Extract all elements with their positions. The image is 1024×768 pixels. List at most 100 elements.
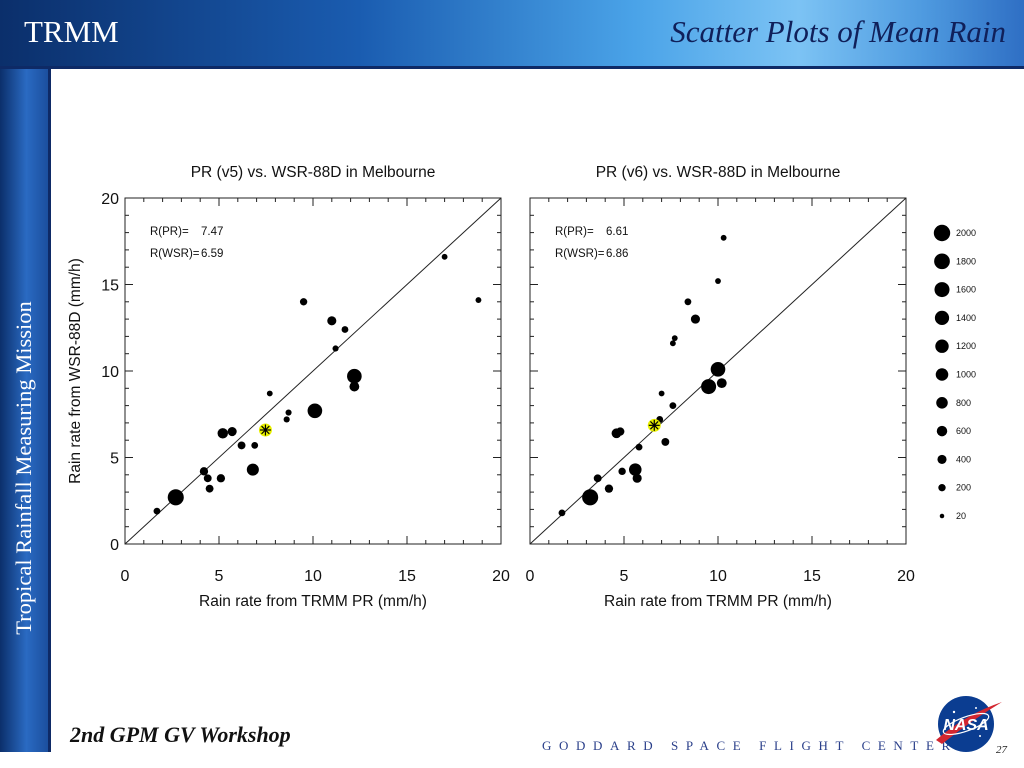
legend-marker: [936, 425, 948, 437]
mean-marker-stroke: [261, 425, 270, 435]
x-tick-label: 5: [215, 568, 224, 585]
legend-marker: [934, 282, 950, 298]
data-point: [716, 378, 727, 389]
data-point: [671, 335, 678, 342]
data-point: [558, 509, 566, 517]
data-point: [216, 474, 226, 483]
brand-label: TRMM: [24, 14, 119, 49]
data-point: [593, 474, 602, 483]
slide-header: [0, 0, 1024, 66]
legend-label: 1200: [956, 341, 976, 351]
legend-label: 800: [956, 398, 971, 408]
data-point: [307, 403, 323, 419]
data-point: [153, 507, 161, 515]
y-axis-label: Rain rate from WSR-88D (mm/h): [67, 258, 84, 484]
data-point: [266, 390, 273, 397]
legend-label: 1800: [956, 256, 976, 266]
one-to-one-line: [124, 197, 502, 545]
chart-title: PR (v5) vs. WSR-88D in Melbourne: [191, 164, 436, 181]
x-tick-label: 0: [526, 568, 535, 585]
gsfc-label: GODDARD SPACE FLIGHT CENTER: [542, 738, 958, 753]
data-point: [246, 463, 259, 476]
sidebar-band: Tropical Rainfall Measuring Mission: [0, 69, 51, 752]
slide-title: Scatter Plots of Mean Rain: [670, 14, 1006, 49]
data-point: [669, 402, 677, 410]
data-point: [618, 467, 626, 476]
x-axis-label: Rain rate from TRMM PR (mm/h): [604, 593, 832, 610]
data-point: [341, 326, 349, 333]
x-tick-label: 20: [897, 568, 915, 585]
legend-label: 2000: [956, 228, 976, 238]
legend-label: 200: [956, 483, 971, 493]
workshop-label: 2nd GPM GV Workshop: [70, 722, 291, 747]
legend-marker: [939, 513, 945, 519]
legend-marker: [934, 310, 950, 326]
data-point: [684, 298, 692, 306]
x-axis-label: Rain rate from TRMM PR (mm/h): [199, 593, 427, 610]
data-point: [283, 416, 290, 423]
data-point: [616, 427, 625, 436]
data-point: [347, 368, 362, 384]
data-point: [441, 253, 448, 260]
annotation-label: R(PR)=: [555, 226, 594, 238]
data-point: [167, 489, 184, 506]
y-tick-label: 0: [110, 537, 119, 554]
scatter-plot-2: 0 5 10 15 20 PR (v6) vs. WSR-88D in Melbourne…: [526, 164, 915, 610]
y-tick-label: 20: [101, 191, 119, 208]
nasa-logo-icon: NASA: [936, 696, 1002, 752]
legend-marker: [934, 253, 950, 270]
annotation-value: 6.59: [201, 248, 223, 260]
legend-marker: [936, 397, 948, 409]
y-tick-label: 10: [101, 364, 119, 381]
legend-marker: [937, 454, 947, 464]
y-tick-label: 5: [110, 451, 119, 468]
data-point: [475, 297, 482, 303]
data-point: [251, 441, 259, 449]
data-point: [669, 340, 676, 347]
x-tick-label: 10: [709, 568, 727, 585]
annotation-value: 6.61: [606, 226, 628, 238]
data-point: [205, 484, 214, 493]
legend-label: 20: [956, 511, 966, 521]
data-point: [237, 441, 246, 450]
data-point: [203, 474, 212, 483]
mean-marker-stroke: [649, 421, 659, 430]
legend-marker: [938, 484, 946, 492]
mean-marker: [258, 423, 272, 437]
x-tick-label: 5: [620, 568, 629, 585]
data-point: [332, 345, 339, 352]
data-point: [635, 443, 643, 451]
data-point: [661, 437, 670, 446]
data-point: [227, 426, 237, 437]
annotation-label: R(WSR)=: [555, 248, 605, 260]
x-tick-label: 15: [398, 568, 416, 585]
data-point: [604, 484, 614, 493]
data-point: [217, 428, 228, 439]
data-point: [199, 467, 209, 476]
x-tick-label: 15: [803, 568, 821, 585]
nasa-logo-text: NASA: [943, 717, 988, 734]
legend-label: 1600: [956, 285, 976, 295]
legend-label: 400: [956, 454, 971, 464]
header-divider: [0, 66, 1024, 69]
scatter-plot-1: 0 5 10 15 20 0 5 10 15 20 PR (v5) vs. WSR-88D in M…: [67, 164, 510, 610]
chart-title: PR (v6) vs. WSR-88D in Melbourne: [596, 164, 841, 181]
legend-marker: [935, 368, 949, 381]
data-point: [715, 278, 721, 284]
data-point: [710, 361, 726, 377]
page-number: 27: [996, 744, 1007, 756]
annotation-label: R(PR)=: [150, 226, 189, 238]
data-point: [349, 381, 360, 392]
data-point: [629, 463, 642, 476]
annotation-label: R(WSR)=: [150, 248, 200, 260]
x-tick-label: 10: [304, 568, 322, 585]
data-point: [327, 316, 337, 326]
legend-label: 1000: [956, 370, 976, 380]
data-point: [720, 234, 727, 241]
legend-label: 600: [956, 426, 971, 436]
data-point: [690, 314, 700, 324]
data-point: [285, 409, 292, 416]
data-point: [582, 489, 599, 506]
data-point: [632, 473, 642, 483]
